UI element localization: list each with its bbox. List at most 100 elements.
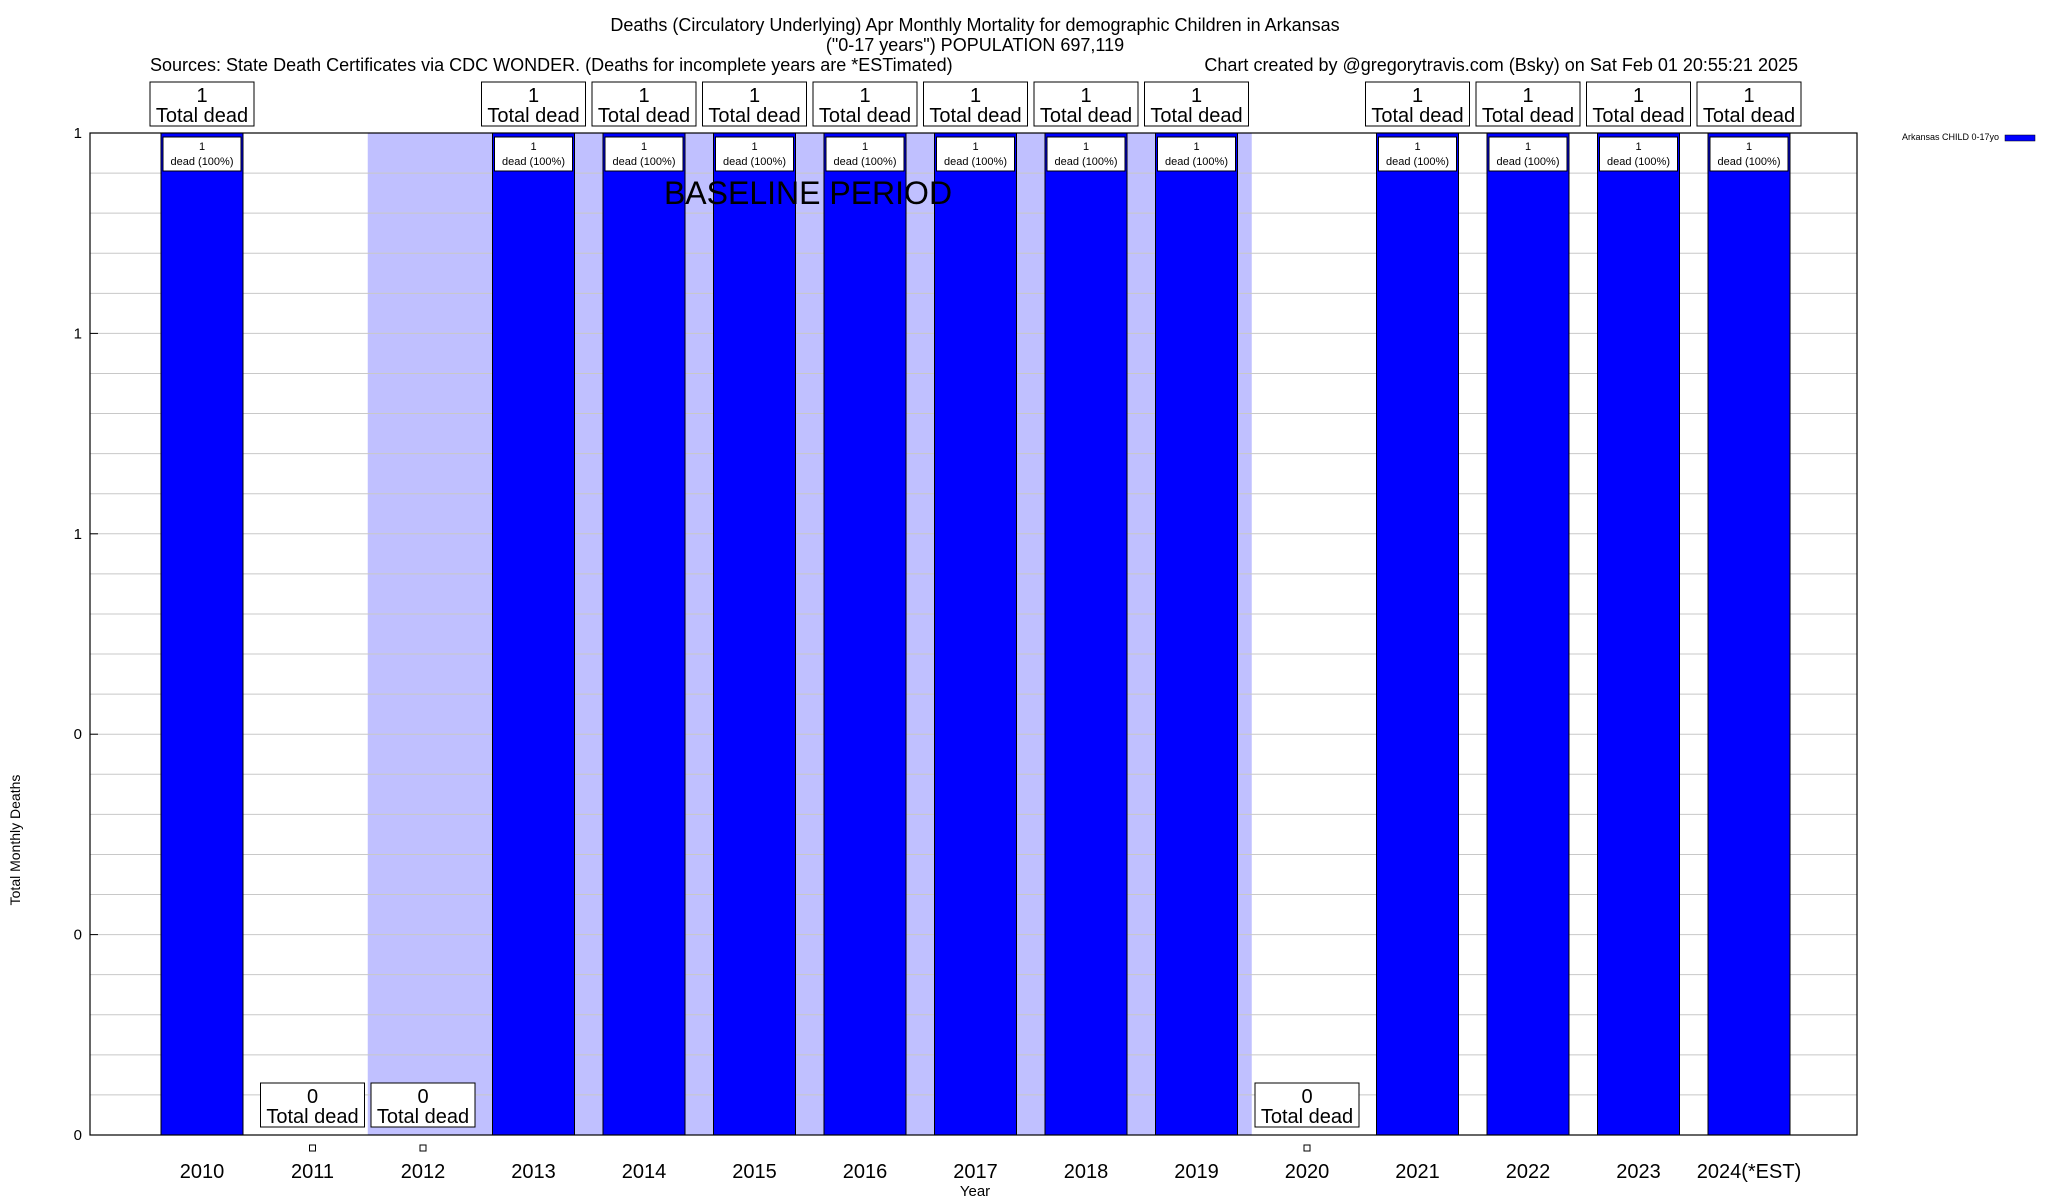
total-box-2010 xyxy=(149,81,255,127)
total-count-2011: 0 xyxy=(307,1086,318,1108)
total-count-2014: 1 xyxy=(638,85,649,107)
total-count-2024(*EST): 1 xyxy=(1743,85,1754,107)
x-tick-label: 2014 xyxy=(622,1161,667,1183)
bar-label-box-2013 xyxy=(494,136,573,172)
total-count-2018: 1 xyxy=(1080,85,1091,107)
bar-label-count: 1 xyxy=(862,141,868,153)
total-dead-label: Total dead xyxy=(1703,105,1795,127)
total-box-2013 xyxy=(481,81,586,127)
total-count-2010: 1 xyxy=(196,85,207,107)
bar-label-pct: dead (100%) xyxy=(1718,156,1781,168)
bar-label-pct: dead (100%) xyxy=(613,156,676,168)
bar-2019 xyxy=(1155,132,1238,1136)
bar-label-box-2019 xyxy=(1157,136,1236,172)
total-box-2023 xyxy=(1586,81,1691,127)
bar-2022 xyxy=(1486,132,1570,1136)
x-tick-label: 2022 xyxy=(1506,1161,1551,1183)
total-box-2012 xyxy=(370,1082,476,1128)
bar-label-pct: dead (100%) xyxy=(1607,156,1670,168)
total-count-2020: 0 xyxy=(1301,1086,1312,1108)
bar-label-box-2022 xyxy=(1488,136,1568,172)
total-dead-label: Total dead xyxy=(1371,105,1463,127)
x-tick-label: 2021 xyxy=(1395,1161,1440,1183)
x-tick-label: 2019 xyxy=(1174,1161,1219,1183)
bar-label-count: 1 xyxy=(751,141,757,153)
x-tick-label: 2023 xyxy=(1616,1161,1661,1183)
bar-label-count: 1 xyxy=(1414,141,1420,153)
legend-label: Arkansas CHILD 0-17yo xyxy=(1902,132,1999,142)
bar-label-pct: dead (100%) xyxy=(944,156,1007,168)
bar-label-count: 1 xyxy=(1083,141,1089,153)
bar-label-box-2015 xyxy=(715,136,794,172)
bar-label-pct: dead (100%) xyxy=(171,156,234,168)
y-axis-label: Total Monthly Deaths xyxy=(7,775,23,906)
total-box-2016 xyxy=(812,81,918,127)
total-box-2019 xyxy=(1144,81,1249,127)
x-tick-label: 2010 xyxy=(180,1161,225,1183)
total-dead-label: Total dead xyxy=(377,1106,469,1128)
bar-2013 xyxy=(492,132,575,1136)
bar-2016 xyxy=(823,132,907,1136)
x-tick-label: 2020 xyxy=(1285,1161,1330,1183)
y-tick-label: 1 xyxy=(74,325,82,342)
y-tick-label: 1 xyxy=(74,526,82,543)
total-box-2024(*EST) xyxy=(1696,81,1802,127)
bar-label-count: 1 xyxy=(199,141,205,153)
total-dead-label: Total dead xyxy=(1261,1106,1353,1128)
bar-label-box-2010 xyxy=(162,136,242,172)
total-dead-label: Total dead xyxy=(598,105,690,127)
y-tick-label: 0 xyxy=(74,927,82,944)
total-box-2021 xyxy=(1365,81,1470,127)
total-count-2023: 1 xyxy=(1633,85,1644,107)
bar-label-box-2023 xyxy=(1599,136,1678,172)
zero-marker xyxy=(309,1144,316,1152)
total-count-2012: 0 xyxy=(417,1086,428,1108)
total-dead-label: Total dead xyxy=(1482,105,1574,127)
x-tick-label: 2015 xyxy=(732,1161,777,1183)
zero-marker xyxy=(419,1144,427,1152)
bar-2015 xyxy=(713,132,796,1136)
bar-label-pct: dead (100%) xyxy=(723,156,786,168)
x-axis-label: Year xyxy=(960,1183,990,1200)
total-count-2022: 1 xyxy=(1522,85,1533,107)
bar-2023 xyxy=(1597,132,1680,1136)
x-tick-label: 2016 xyxy=(843,1161,888,1183)
legend-swatch xyxy=(2004,134,2036,142)
total-dead-label: Total dead xyxy=(708,105,800,127)
bar-label-count: 1 xyxy=(1525,141,1531,153)
total-box-2011 xyxy=(260,1082,365,1128)
bar-label-box-2018 xyxy=(1046,136,1126,172)
total-dead-label: Total dead xyxy=(487,105,579,127)
total-count-2017: 1 xyxy=(970,85,981,107)
total-count-2016: 1 xyxy=(859,85,870,107)
bar-label-box-2024(*EST) xyxy=(1709,136,1789,172)
zero-marker xyxy=(1303,1144,1311,1152)
total-box-2018 xyxy=(1033,81,1139,127)
bar-2018 xyxy=(1044,132,1128,1136)
total-dead-label: Total dead xyxy=(266,1106,358,1128)
y-tick-label: 0 xyxy=(74,726,82,743)
x-tick-label: 2011 xyxy=(291,1161,334,1183)
x-tick-label: 2024(*EST) xyxy=(1697,1161,1802,1183)
bar-label-count: 1 xyxy=(1746,141,1752,153)
x-tick-label: 2018 xyxy=(1064,1161,1109,1183)
bar-label-pct: dead (100%) xyxy=(834,156,897,168)
bar-label-pct: dead (100%) xyxy=(1165,156,1228,168)
bar-2024(*EST) xyxy=(1707,132,1791,1136)
bar-2014 xyxy=(602,132,686,1136)
total-box-2014 xyxy=(591,81,697,127)
bar-label-box-2017 xyxy=(936,136,1015,172)
bar-label-pct: dead (100%) xyxy=(502,156,565,168)
bar-label-count: 1 xyxy=(641,141,647,153)
bar-label-box-2021 xyxy=(1378,136,1457,172)
total-count-2013: 1 xyxy=(528,85,539,107)
baseline-period-label: BASELINE PERIOD xyxy=(664,175,952,211)
bar-2017 xyxy=(934,132,1017,1136)
total-box-2020 xyxy=(1254,1082,1360,1128)
x-tick-label: 2013 xyxy=(511,1161,556,1183)
total-box-2022 xyxy=(1475,81,1581,127)
bar-label-box-2014 xyxy=(604,136,684,172)
bar-2010 xyxy=(160,132,244,1136)
chart-title-line-2: ("0-17 years") POPULATION 697,119 xyxy=(826,35,1124,55)
